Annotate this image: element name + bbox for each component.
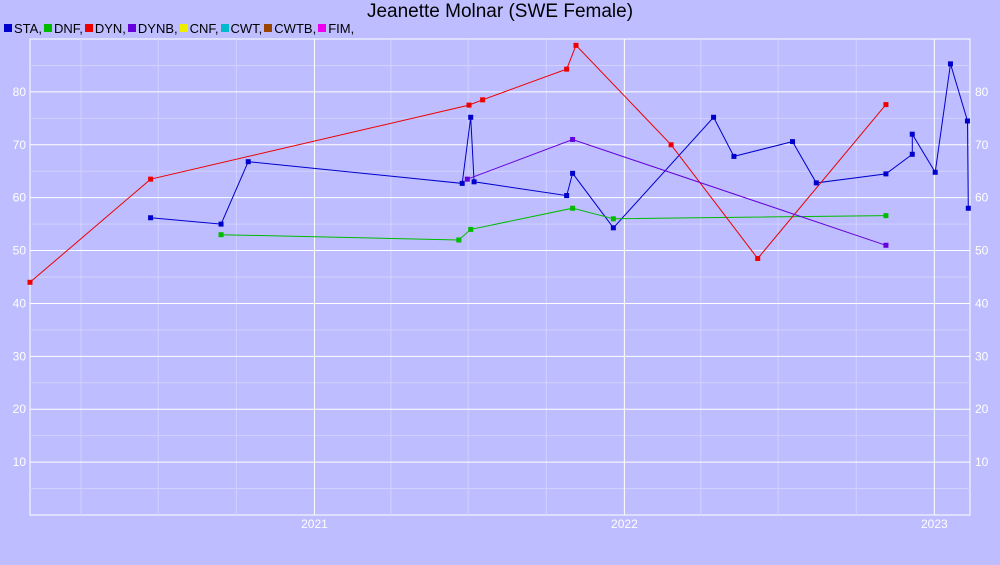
y-tick-label: 50 bbox=[13, 244, 27, 258]
legend-swatch bbox=[4, 24, 12, 32]
data-point-dnf bbox=[218, 232, 224, 238]
data-point-sta bbox=[909, 151, 915, 157]
data-point-sta bbox=[471, 179, 477, 185]
legend-label: FIM, bbox=[328, 20, 355, 36]
data-point-sta bbox=[947, 61, 953, 67]
legend-label: CWT, bbox=[230, 20, 263, 36]
legend-label: CWTB, bbox=[274, 20, 317, 36]
data-point-sta bbox=[459, 180, 465, 186]
y-tick-label: 80 bbox=[13, 85, 27, 99]
data-point-sta bbox=[965, 205, 971, 211]
data-point-dyn bbox=[148, 176, 154, 182]
data-point-sta bbox=[711, 114, 717, 120]
data-point-sta bbox=[245, 159, 251, 165]
data-point-dynb bbox=[570, 136, 576, 142]
legend-swatch bbox=[318, 24, 327, 32]
series-points bbox=[27, 42, 971, 285]
data-point-dyn bbox=[466, 102, 472, 108]
chart-title: Jeanette Molnar (SWE Female) bbox=[366, 1, 634, 22]
data-point-sta bbox=[813, 180, 819, 186]
y-tick-label-right: 30 bbox=[975, 349, 989, 363]
y-tick-label-right: 60 bbox=[975, 191, 989, 205]
series-lines bbox=[29, 44, 969, 283]
data-point-sta bbox=[790, 139, 796, 145]
y-tick-label: 20 bbox=[13, 402, 27, 416]
y-tick-label: 10 bbox=[13, 455, 27, 469]
data-point-dyn bbox=[564, 66, 570, 72]
y-tick-label-right: 50 bbox=[975, 244, 989, 258]
legend-item: DNF, bbox=[43, 20, 83, 36]
data-point-sta bbox=[610, 225, 616, 231]
legend-swatch bbox=[220, 24, 229, 32]
data-point-dnf bbox=[610, 216, 616, 222]
data-point-dynb bbox=[464, 176, 470, 182]
data-point-dyn bbox=[480, 97, 486, 103]
legend-item: DYNB, bbox=[127, 20, 178, 36]
data-point-sta bbox=[932, 169, 938, 175]
data-point-dnf bbox=[468, 226, 474, 232]
grid bbox=[29, 38, 971, 516]
data-point-sta bbox=[468, 114, 474, 120]
x-tick-label: 2021 bbox=[301, 517, 328, 531]
legend-swatch bbox=[127, 24, 136, 32]
series-line-dynb bbox=[467, 138, 887, 246]
y-tick-label: 60 bbox=[13, 191, 27, 205]
y-tick-label: 30 bbox=[13, 349, 27, 363]
legend-item: FIM, bbox=[318, 21, 354, 36]
legend-label: CNF, bbox=[189, 20, 219, 36]
data-point-dnf bbox=[883, 213, 889, 219]
legend: STA, DNF, DYN, DYNB, CNF, CWT, CWTB, FIM, bbox=[4, 20, 356, 36]
series-line-dnf bbox=[221, 207, 886, 241]
legend-label: STA, bbox=[14, 20, 42, 36]
data-point-dyn bbox=[883, 102, 889, 108]
legend-item: CNF, bbox=[179, 20, 219, 36]
data-point-dnf bbox=[456, 237, 462, 243]
series-line-sta bbox=[150, 63, 969, 229]
data-point-sta bbox=[909, 131, 915, 137]
y-tick-label-right: 10 bbox=[975, 455, 989, 469]
data-point-dyn bbox=[755, 255, 761, 261]
data-point-sta bbox=[883, 171, 889, 177]
legend-swatch bbox=[264, 24, 273, 32]
y-tick-label: 70 bbox=[13, 138, 27, 152]
axes: 10 10 20 20 30 30 40 40 50 50 60 60 70 70 80 80 2021 2022… bbox=[13, 85, 989, 531]
legend-label: DNF, bbox=[53, 20, 83, 36]
legend-item: CWT, bbox=[220, 20, 263, 36]
y-tick-label-right: 20 bbox=[975, 402, 989, 416]
data-point-sta bbox=[564, 193, 570, 199]
data-point-dyn bbox=[668, 142, 674, 148]
legend-label: DYN, bbox=[94, 20, 126, 36]
legend-swatch bbox=[43, 24, 52, 32]
data-point-sta bbox=[570, 170, 576, 176]
y-tick-label-right: 70 bbox=[975, 138, 989, 152]
legend-item: CWTB, bbox=[264, 21, 316, 36]
data-point-sta bbox=[731, 153, 737, 159]
y-tick-label: 40 bbox=[13, 296, 27, 310]
legend-item: STA, bbox=[4, 21, 42, 36]
data-point-sta bbox=[964, 118, 970, 124]
y-tick-label-right: 80 bbox=[975, 85, 989, 99]
data-point-sta bbox=[218, 221, 224, 227]
legend-swatch bbox=[84, 24, 93, 32]
x-tick-label: 2023 bbox=[921, 517, 948, 531]
data-point-dyn bbox=[573, 42, 579, 48]
legend-swatch bbox=[179, 24, 188, 32]
data-point-sta bbox=[148, 215, 154, 221]
data-point-dynb bbox=[883, 242, 889, 248]
data-point-dyn bbox=[27, 279, 33, 285]
legend-label: DYNB, bbox=[137, 20, 178, 36]
data-point-dnf bbox=[570, 205, 576, 211]
legend-item: DYN, bbox=[84, 20, 126, 36]
y-tick-label-right: 40 bbox=[975, 296, 989, 310]
x-tick-label: 2022 bbox=[611, 517, 638, 531]
